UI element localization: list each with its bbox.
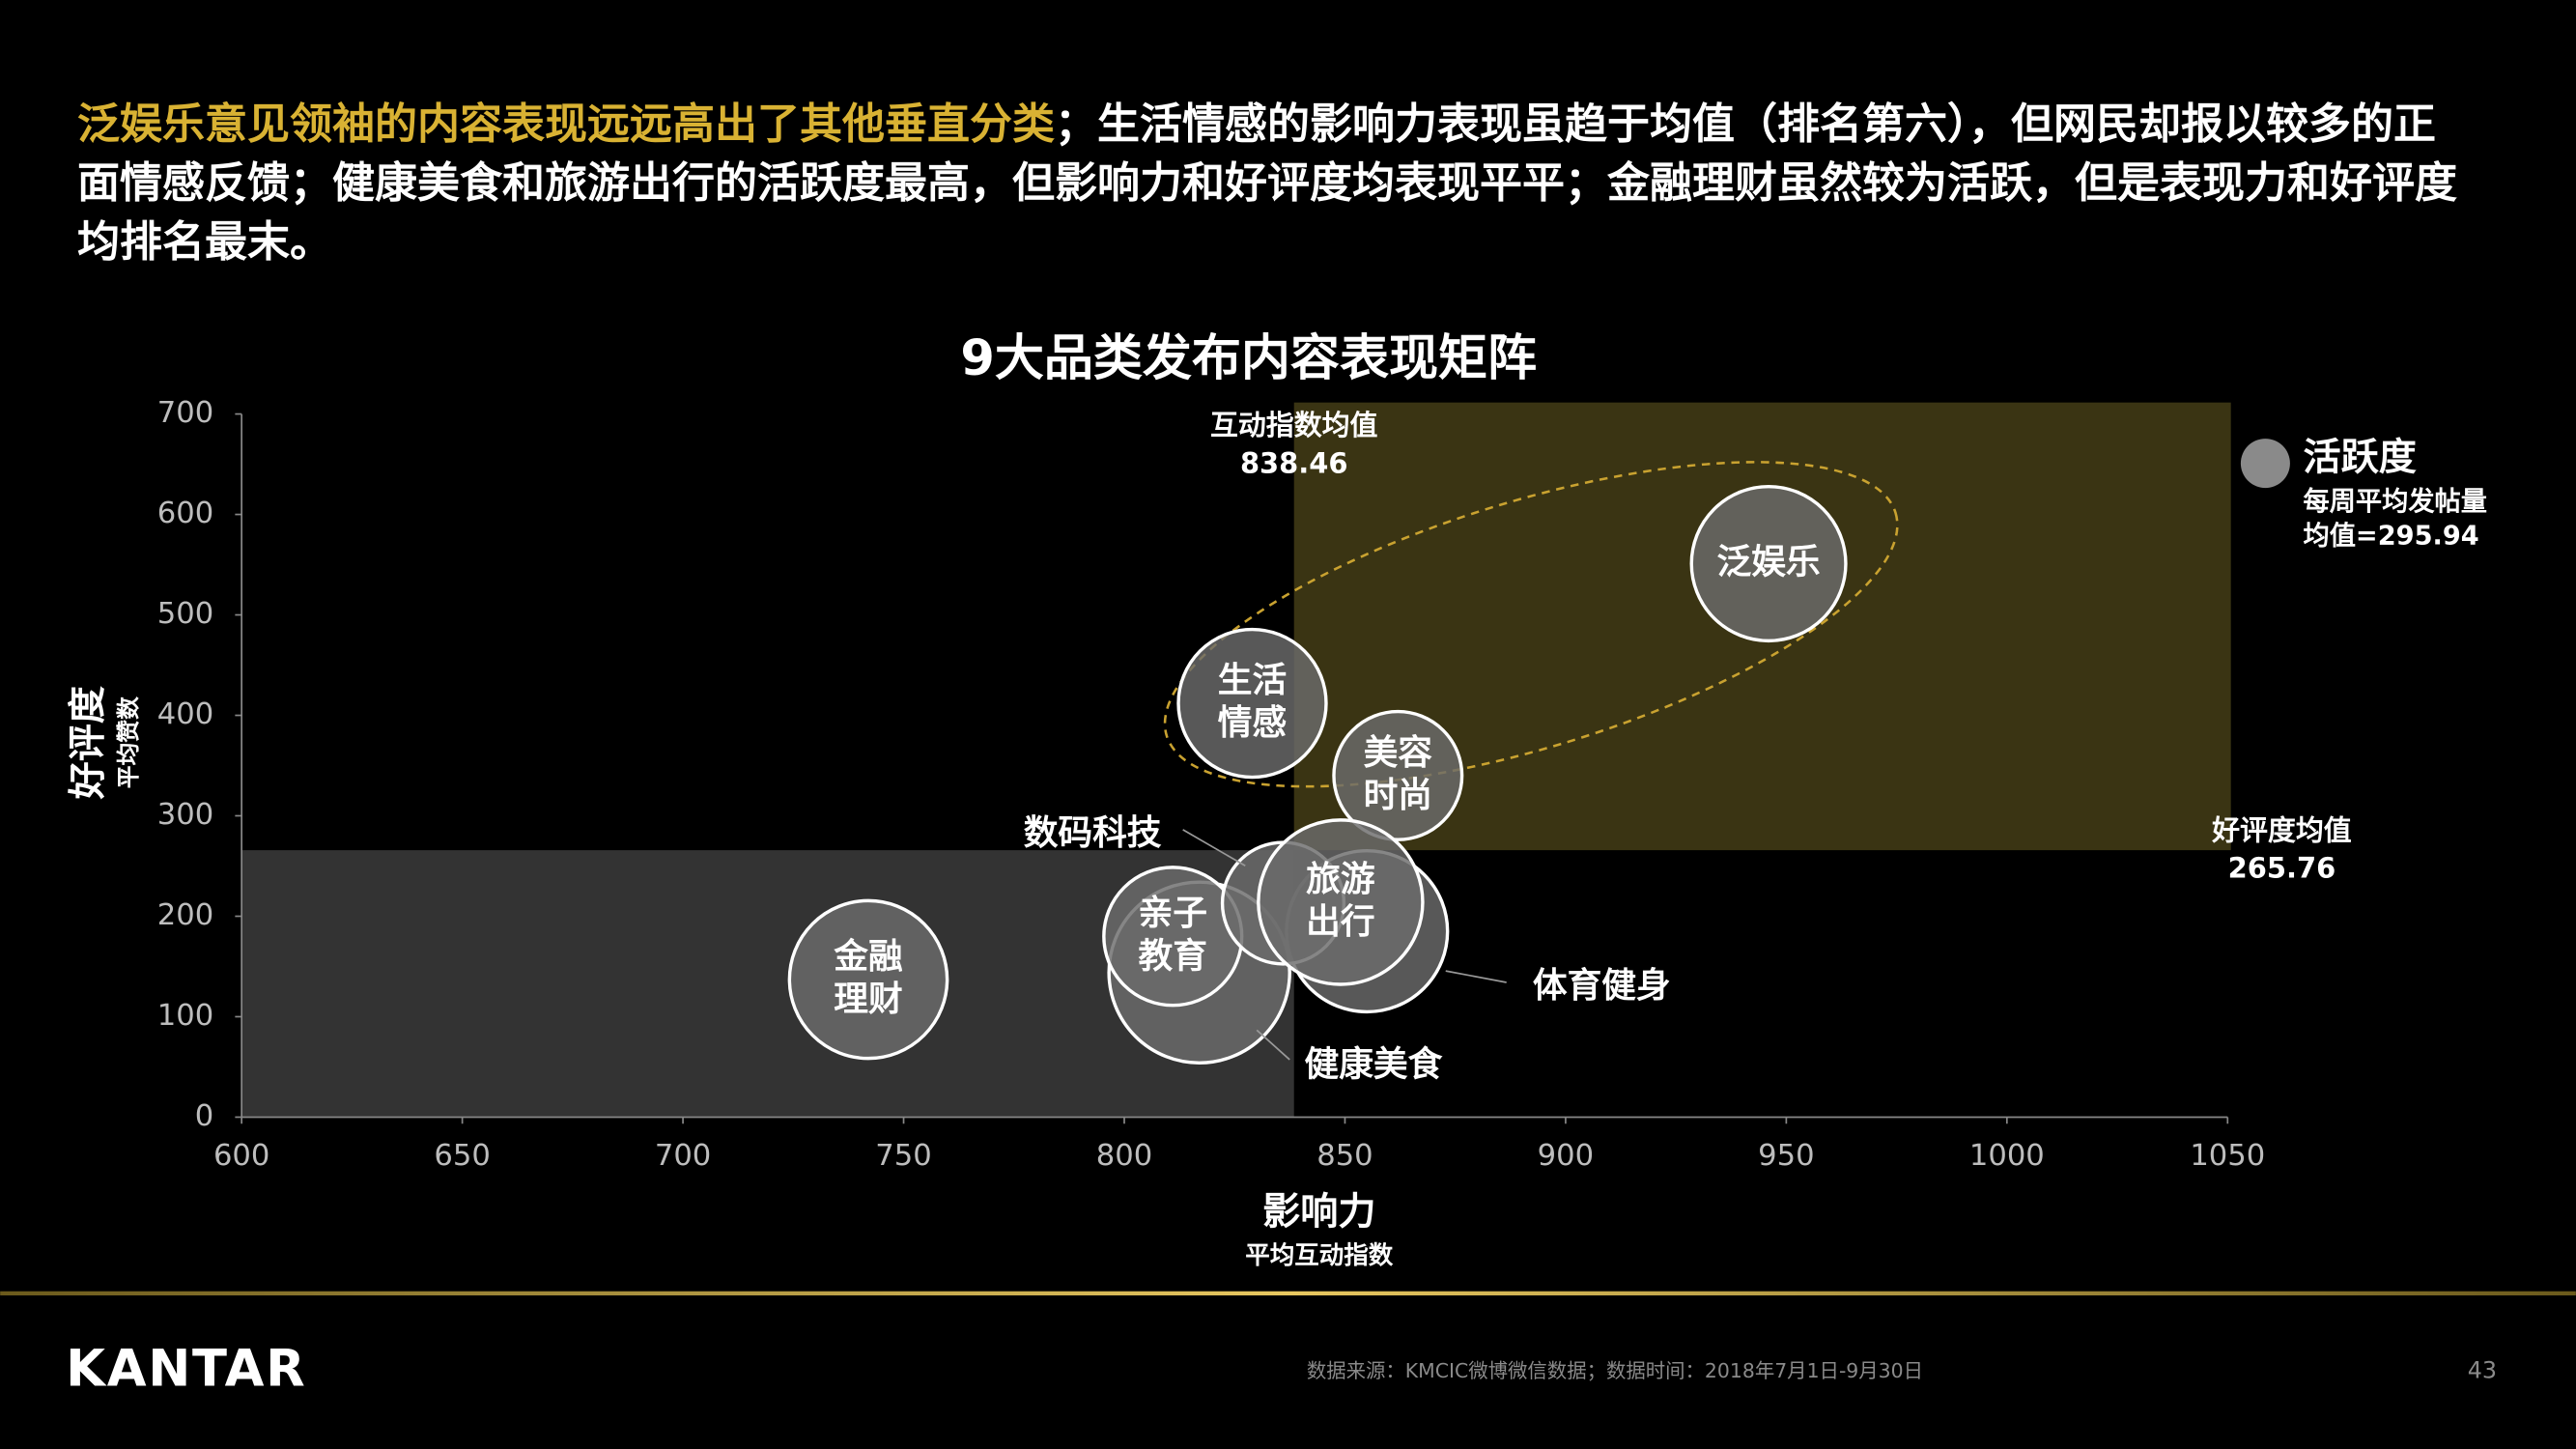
bubble-label: 金融理财 — [833, 937, 903, 1019]
x-mean-label: 互动指数均值 — [1210, 409, 1378, 441]
y-tick-label: 500 — [157, 597, 213, 631]
bubble-label: 生活情感 — [1218, 661, 1287, 743]
size-legend-title: 活跃度 — [2304, 437, 2417, 480]
y-tick-label: 400 — [157, 697, 213, 731]
y-mean-label: 好评度均值 — [2211, 813, 2352, 846]
x-axis-label: 影响力 — [1262, 1190, 1375, 1234]
logo: KANTAR — [66, 1340, 306, 1399]
y-tick-label: 0 — [195, 1099, 213, 1133]
x-mean-value: 838.46 — [1240, 446, 1348, 479]
bubble — [1176, 627, 1328, 780]
y-tick-label: 700 — [157, 396, 213, 430]
bubble-label: 泛娱乐 — [1717, 543, 1821, 582]
y-tick-label: 600 — [157, 497, 213, 530]
x-tick-label: 900 — [1538, 1139, 1594, 1173]
y-tick-label: 200 — [157, 898, 213, 932]
x-tick-label: 700 — [655, 1139, 711, 1173]
bubble — [1332, 709, 1464, 841]
x-tick-label: 1000 — [1969, 1139, 2045, 1173]
x-axis-sublabel: 平均互动指数 — [1245, 1241, 1394, 1270]
size-legend-mean: 均值=295.94 — [2304, 521, 2479, 552]
highlight-ellipse — [1163, 461, 1899, 788]
y-tick-label: 300 — [157, 798, 213, 832]
chart-title: 9大品类发布内容表现矩阵 — [960, 330, 1537, 387]
x-tick-label: 1050 — [2190, 1139, 2265, 1173]
leader-line — [1445, 970, 1507, 983]
x-tick-label: 650 — [434, 1139, 490, 1173]
bubble-label: 亲子教育 — [1139, 894, 1207, 976]
y-axis-label: 好评度 — [67, 686, 110, 800]
bubble-label: 美容时尚 — [1364, 733, 1433, 815]
headline-text: ；生活情感的影响力表现虽趋于均值（排名第六），但网民却报以较多的正面情感反馈；健… — [77, 99, 2457, 267]
y-mean-value: 265.76 — [2228, 852, 2336, 885]
source: 数据来源：KMCIC微博微信数据；数据时间：2018年7月1日-9月30日 — [1307, 1359, 1923, 1382]
page-number: 43 — [2468, 1357, 2497, 1384]
leader-line — [1256, 1029, 1290, 1061]
bubble-label: 旅游出行 — [1306, 860, 1374, 942]
size-legend-subtitle: 每周平均发帖量 — [2304, 486, 2487, 517]
headline: 泛娱乐意见领袖的内容表现远远高出了其他垂直分类；生活情感的影响力表现虽趋于均值（… — [77, 95, 2473, 271]
y-axis-sublabel: 平均赞数 — [115, 696, 142, 788]
bubble-label: 数码科技 — [1024, 813, 1162, 853]
x-tick-label: 750 — [875, 1139, 931, 1173]
bubble — [1257, 818, 1425, 986]
x-tick-label: 950 — [1758, 1139, 1814, 1173]
bubble — [1689, 484, 1848, 643]
size-legend-bubble — [2240, 439, 2290, 489]
x-tick-label: 600 — [213, 1139, 269, 1173]
divider — [0, 1291, 2576, 1295]
x-tick-label: 800 — [1096, 1139, 1152, 1173]
bubble-label: 体育健身 — [1533, 966, 1671, 1006]
bubble-label: 健康美食 — [1305, 1045, 1443, 1085]
x-tick-label: 850 — [1316, 1139, 1373, 1173]
bubble — [787, 898, 949, 1061]
leader-line — [1182, 829, 1246, 867]
y-tick-label: 100 — [157, 999, 213, 1033]
headline-highlight: 泛娱乐意见领袖的内容表现远远高出了其他垂直分类 — [77, 99, 1055, 149]
